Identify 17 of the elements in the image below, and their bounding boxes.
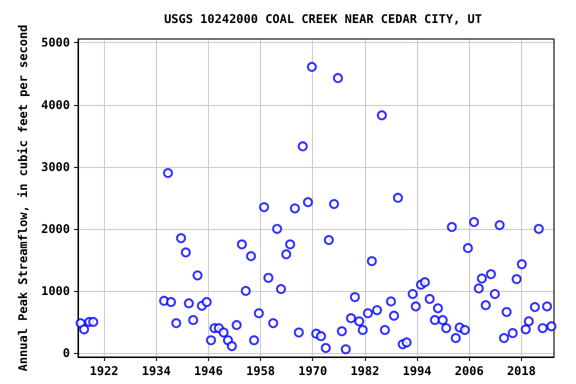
x-tick-label: 1934 [142, 364, 171, 378]
y-tick-label: 4000 [41, 98, 70, 112]
y-tick-label: 2000 [41, 222, 70, 236]
y-tick-label: 5000 [41, 36, 70, 50]
x-tick-label: 1922 [90, 364, 119, 378]
x-tick-label: 1970 [298, 364, 328, 378]
x-tick-label: 1994 [402, 364, 432, 378]
x-tick-label: 1946 [194, 364, 223, 378]
chart-title: USGS 10242000 COAL CREEK NEAR CEDAR CITY, UT [164, 12, 482, 26]
x-tick-label: 2018 [506, 364, 536, 378]
x-tick-label: 1982 [350, 364, 380, 378]
y-axis-title: Annual Peak Streamflow, in cubic feet per second [16, 24, 30, 372]
y-tick-label: 0 [62, 346, 70, 360]
y-tick-label: 3000 [41, 160, 70, 174]
y-tick-label: 1000 [41, 284, 70, 298]
x-tick-label: 2006 [454, 364, 484, 378]
x-tick-label: 1958 [246, 364, 276, 378]
